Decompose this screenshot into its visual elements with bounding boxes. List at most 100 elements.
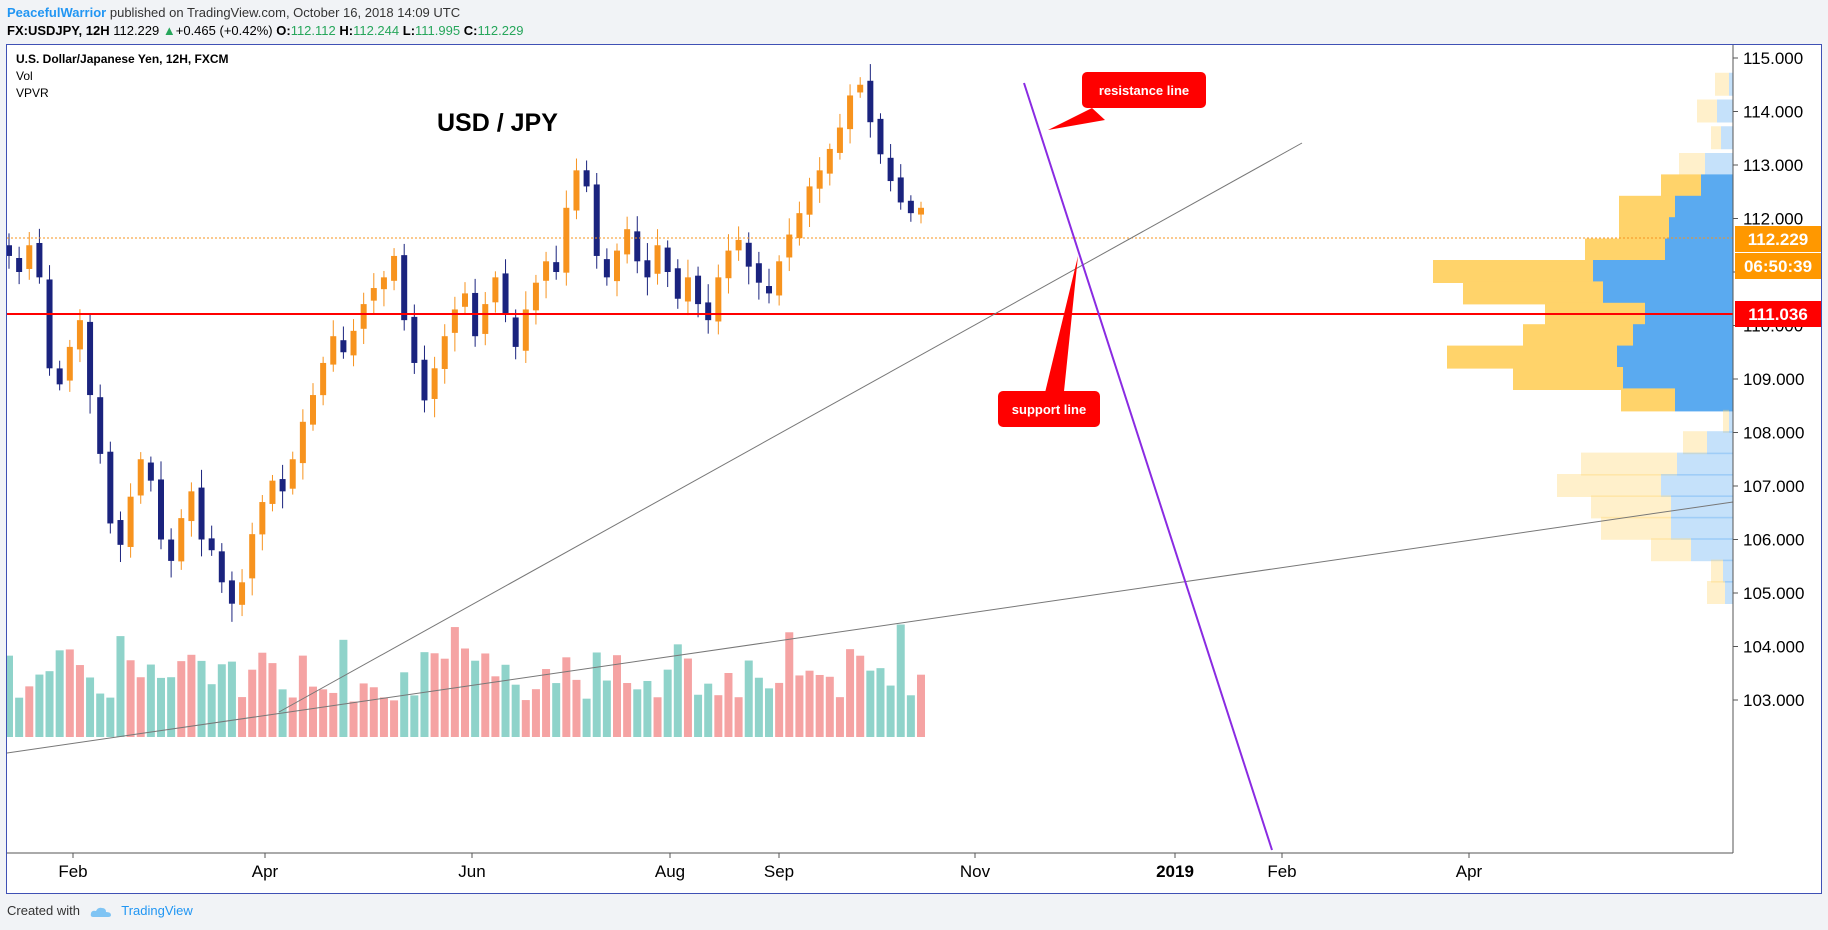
candle-body — [887, 157, 894, 182]
candle-body — [127, 496, 134, 547]
volume-bar — [35, 674, 44, 737]
countdown-tag-text: 06:50:39 — [1744, 257, 1812, 276]
candle-body — [147, 462, 154, 481]
volume-bar — [744, 660, 753, 737]
candle-body — [117, 520, 124, 545]
volume-profile-down — [1675, 388, 1733, 412]
candle-body — [431, 368, 438, 399]
support-trendline[interactable] — [278, 142, 1303, 713]
candle-body — [816, 170, 823, 189]
candle-body — [299, 421, 306, 464]
volume-profile-down — [1705, 153, 1733, 176]
candle-body — [228, 580, 235, 604]
volume-bar — [15, 697, 24, 737]
candle-body — [107, 451, 114, 524]
volume-bar — [146, 664, 155, 737]
volume-bar — [653, 697, 662, 737]
volume-bar — [866, 670, 875, 737]
volume-profile-up — [1711, 126, 1721, 150]
volume-bar — [359, 683, 368, 737]
support-callout[interactable]: support line — [998, 256, 1100, 427]
price-axis-label: 108.000 — [1743, 424, 1804, 443]
candle-body — [603, 259, 610, 278]
volume-bar — [917, 674, 925, 737]
volume-bar — [643, 680, 652, 737]
up-arrow-icon: ▲ — [162, 23, 176, 38]
countdown-tag: 06:50:39 — [1735, 253, 1821, 279]
volume-bar — [683, 658, 692, 737]
volume-bar — [298, 655, 307, 737]
long-support-trendline[interactable] — [7, 501, 1734, 754]
volume-bar — [25, 686, 34, 737]
candle-body — [330, 336, 337, 365]
volume-bar — [400, 672, 409, 737]
candle-body — [462, 293, 468, 307]
author-link[interactable]: PeacefulWarrior — [7, 5, 107, 20]
price-axis[interactable]: 115.000114.000113.000112.000111.000110.0… — [1733, 49, 1804, 710]
candle-body — [644, 260, 651, 278]
volume-profile-down — [1725, 581, 1733, 604]
volume-bar — [846, 649, 855, 737]
candle-body — [56, 368, 63, 385]
time-axis-label: Aug — [655, 862, 685, 881]
volume-bar — [136, 677, 145, 737]
volume-bar — [785, 632, 794, 737]
candle-body — [502, 273, 509, 315]
price-chart[interactable]: U.S. Dollar/Japanese Yen, 12H, FXCM Vol … — [7, 45, 1821, 893]
candle-body — [847, 95, 854, 130]
volume-profile-down — [1669, 217, 1733, 241]
volume-bar — [501, 664, 510, 737]
time-axis[interactable]: Feb Apr Jun Aug Sep Nov 2019 Feb Apr — [58, 853, 1483, 881]
tradingview-link[interactable]: TradingView — [121, 903, 193, 918]
last-price-tag: 112.229 — [1735, 226, 1821, 252]
candle-body — [826, 148, 833, 174]
volume-bar — [613, 655, 621, 737]
volume-bar — [521, 700, 530, 737]
low-label: L: — [402, 23, 416, 38]
volume-bar — [896, 624, 905, 737]
publish-header: PeacefulWarrior published on TradingView… — [0, 0, 1828, 44]
candle-body — [583, 170, 590, 187]
volume-bar — [75, 665, 84, 737]
chart-frame[interactable]: U.S. Dollar/Japanese Yen, 12H, FXCM Vol … — [6, 44, 1822, 894]
close-label: C: — [463, 23, 478, 38]
candle-body — [796, 213, 803, 239]
time-axis-label: Apr — [252, 862, 279, 881]
candle-body — [857, 84, 864, 93]
volume-bar — [835, 697, 844, 737]
close-value: 112.229 — [477, 23, 524, 38]
resistance-trendline[interactable] — [1023, 82, 1273, 851]
volume-bar — [704, 683, 713, 737]
candle-body — [391, 255, 398, 281]
time-axis-label: Sep — [764, 862, 794, 881]
candle-body — [208, 538, 215, 551]
open-value: 112.112 — [290, 23, 336, 38]
volume-profile-down — [1617, 345, 1733, 369]
price-axis-label: 104.000 — [1743, 638, 1804, 657]
volume-bar — [217, 664, 226, 737]
volume-profile-up — [1619, 195, 1675, 219]
ohlc-line: FX:USDJPY, 12H 112.229 ▲+0.465 (+0.42%) … — [7, 23, 523, 38]
candle-body — [877, 118, 884, 155]
volume-profile-up — [1585, 238, 1665, 262]
volume-profile-up — [1697, 99, 1717, 123]
volume-profile-up — [1523, 324, 1633, 348]
time-axis-label: 2019 — [1156, 862, 1194, 881]
volume-bar — [390, 700, 399, 737]
tradingview-cloud-icon — [90, 907, 111, 917]
candle-body — [370, 288, 377, 301]
volume-bar — [420, 652, 429, 737]
candle-body — [897, 177, 904, 203]
candle-body — [259, 502, 266, 535]
volume-profile-up — [1679, 153, 1705, 176]
resistance-callout[interactable]: resistance line — [1048, 72, 1206, 130]
volume-profile-down — [1671, 516, 1733, 540]
candle-body — [320, 362, 327, 396]
candle-body — [553, 262, 560, 272]
chart-title: USD / JPY — [437, 109, 558, 137]
resistance-callout-text: resistance line — [1099, 83, 1189, 98]
candle-body — [350, 330, 357, 356]
candle-body — [776, 261, 783, 296]
volume-profile-up — [1683, 431, 1707, 455]
candle-body — [36, 242, 43, 278]
